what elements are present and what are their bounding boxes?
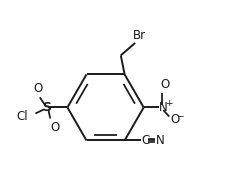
Text: −: − [176, 111, 184, 120]
Text: O: O [161, 78, 170, 91]
Text: O: O [170, 113, 179, 126]
Text: Br: Br [133, 29, 146, 42]
Text: N: N [159, 101, 168, 114]
Text: C: C [141, 134, 150, 147]
Text: +: + [165, 99, 172, 108]
Text: O: O [33, 82, 42, 95]
Text: Cl: Cl [16, 110, 28, 123]
Text: S: S [42, 101, 51, 114]
Text: N: N [156, 134, 165, 147]
Text: O: O [50, 121, 59, 134]
